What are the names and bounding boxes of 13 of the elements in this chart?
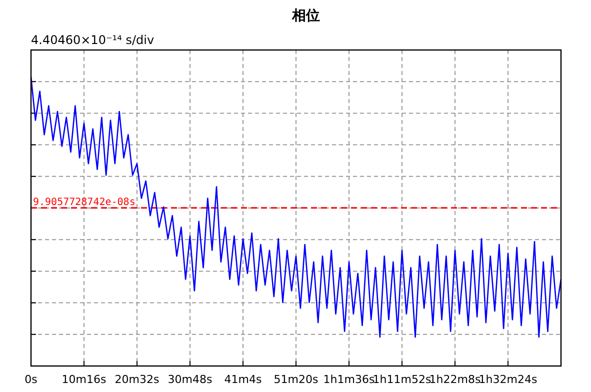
x-tick-label: 1h22m8s [429, 373, 481, 386]
x-tick-label: 1h1m36s [323, 373, 375, 386]
chart-title: 相位 [291, 8, 320, 24]
x-tick-label: 30m48s [168, 373, 212, 386]
x-tick-label: 51m20s [274, 373, 318, 386]
x-tick-label: 41m4s [224, 373, 262, 386]
x-tick-label: 1h11m52s [372, 373, 432, 386]
y-axis-title: 4.40460×10⁻¹⁴ s/div [31, 33, 154, 47]
ref-line-label: 9.9057728742e-08s [33, 196, 136, 208]
x-tick-label: 0s [24, 373, 38, 386]
x-tick-label: 1h32m24s [478, 373, 538, 386]
x-tick-label: 20m32s [114, 373, 160, 386]
x-tick-label: 10m16s [62, 373, 106, 386]
